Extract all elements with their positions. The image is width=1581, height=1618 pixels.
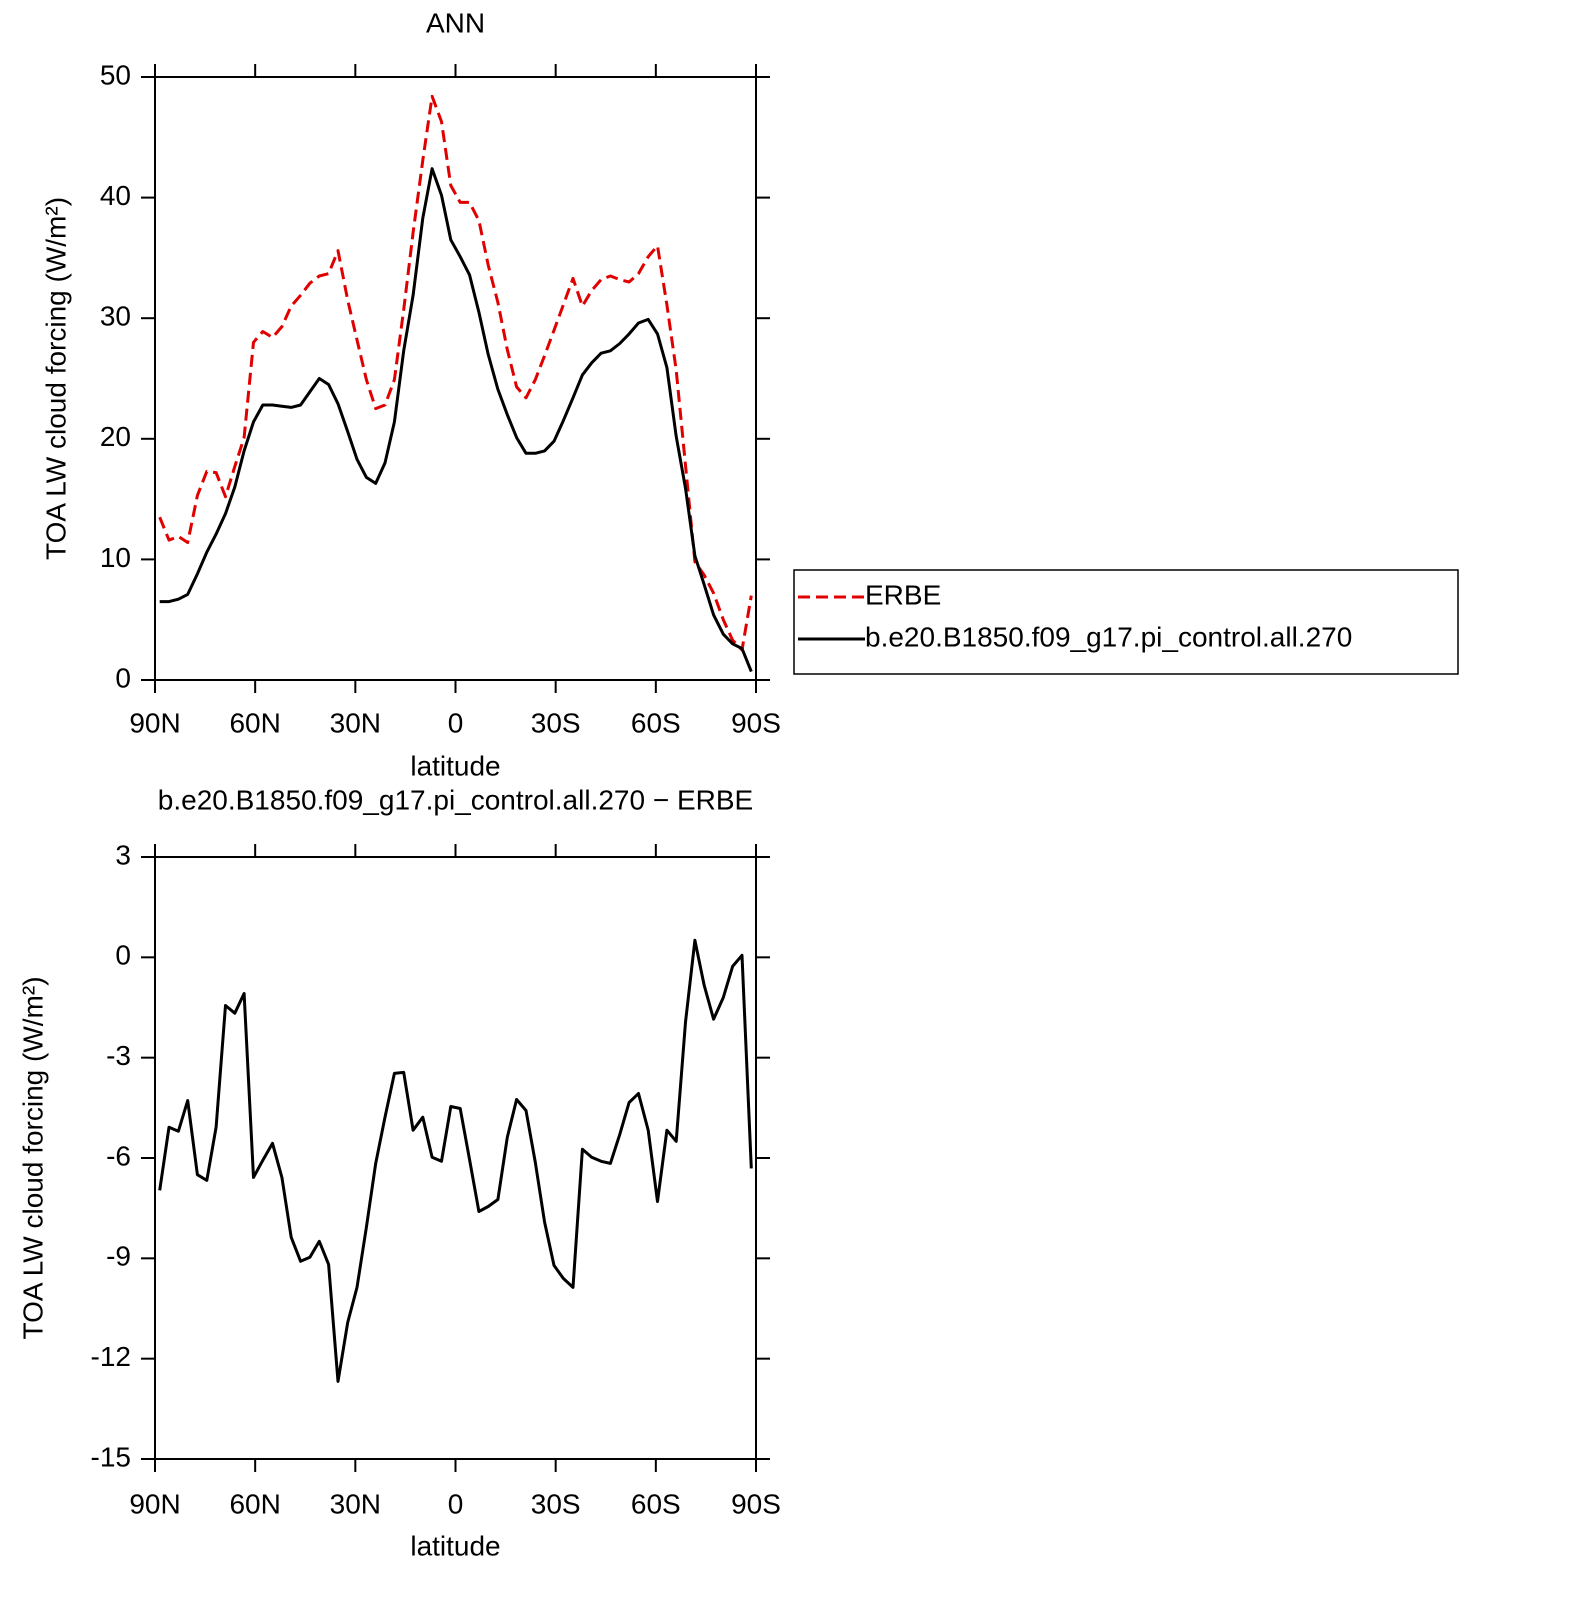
y-tick-label: -12 (91, 1341, 131, 1372)
x-tick-label: 90S (731, 1488, 781, 1519)
x-tick-label: 30N (330, 707, 381, 738)
data-line (158, 94, 753, 652)
data-line (158, 938, 753, 1383)
x-tick-label: 60S (631, 707, 681, 738)
x-tick-label: 90N (129, 707, 180, 738)
y-axis-label: TOA LW cloud forcing (W/m²) (40, 197, 71, 560)
y-tick-label: 50 (100, 59, 131, 90)
y-axis-label: TOA LW cloud forcing (W/m²) (17, 976, 48, 1339)
legend-box (793, 569, 1459, 675)
y-tick-label: 40 (100, 180, 131, 211)
y-tick-label: 10 (100, 542, 131, 573)
y-tick-label: -15 (91, 1441, 131, 1472)
y-tick-label: -9 (106, 1241, 131, 1272)
x-tick-label: 0 (448, 1488, 464, 1519)
x-axis-label: latitude (410, 750, 500, 781)
chart-title: b.e20.B1850.f09_g17.pi_control.all.270 −… (158, 784, 753, 815)
x-tick-label: 60N (229, 707, 280, 738)
chart-title: ANN (426, 7, 485, 38)
legend-label: ERBE (865, 579, 941, 610)
y-tick-label: 0 (115, 662, 131, 693)
y-tick-label: 30 (100, 301, 131, 332)
x-tick-label: 60N (229, 1488, 280, 1519)
data-line (159, 167, 753, 673)
x-tick-label: 60S (631, 1488, 681, 1519)
legend-label: b.e20.B1850.f09_g17.pi_control.all.270 (865, 621, 1352, 652)
x-tick-label: 90S (731, 707, 781, 738)
y-tick-label: -3 (106, 1040, 131, 1071)
x-tick-label: 30S (531, 707, 581, 738)
y-tick-label: 3 (115, 839, 131, 870)
x-tick-label: 0 (448, 707, 464, 738)
plot-frame (154, 76, 757, 681)
x-tick-label: 30S (531, 1488, 581, 1519)
y-tick-label: -6 (106, 1140, 131, 1171)
x-tick-label: 30N (330, 1488, 381, 1519)
x-tick-label: 90N (129, 1488, 180, 1519)
y-tick-label: 20 (100, 421, 131, 452)
plot-frame (154, 856, 757, 1460)
x-axis-label: latitude (410, 1530, 500, 1561)
y-tick-label: 0 (115, 940, 131, 971)
